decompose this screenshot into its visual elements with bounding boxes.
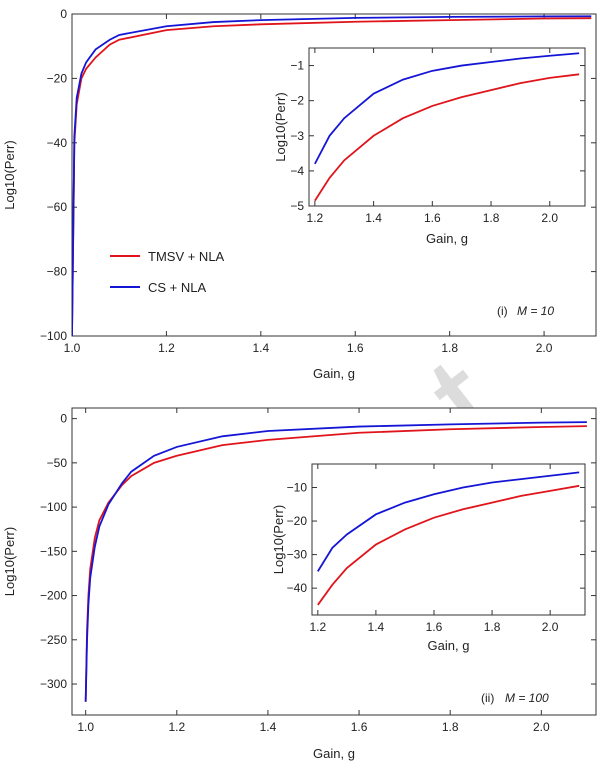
y-tick-label: −20 — [47, 71, 68, 85]
y-axis-label: Log10(Perr) — [2, 527, 17, 596]
x-tick-label: 1.2 — [158, 341, 175, 355]
panel-param-ii: M = 100 — [505, 691, 549, 705]
legend: TMSV + NLA CS + NLA — [110, 249, 225, 295]
x-tick-label: 1.2 — [309, 620, 326, 634]
x-tick-label: 1.8 — [441, 341, 458, 355]
y-axis-label: Log10(Perr) — [2, 140, 17, 209]
x-tick-label: 2.0 — [533, 720, 550, 734]
y-tick-label: −200 — [40, 589, 67, 603]
y-tick-label: 0 — [60, 412, 67, 426]
panel-param-i: M = 10 — [517, 304, 554, 318]
y-tick-label: −100 — [40, 500, 67, 514]
y-tick-label: −30 — [287, 548, 308, 562]
series-line-cs — [72, 15, 592, 336]
y-tick-label: −60 — [47, 200, 68, 214]
y-tick-label: −1 — [290, 59, 304, 73]
y-tick-label: −80 — [47, 265, 68, 279]
x-axis-label: Gain, g — [426, 231, 468, 246]
y-tick-label: −4 — [290, 164, 304, 178]
series-line-tmsv — [317, 484, 580, 606]
y-tick-label: −2 — [290, 94, 304, 108]
y-tick-label: 0 — [60, 7, 67, 21]
y-tick-label: −250 — [40, 633, 67, 647]
legend-label-cs: CS + NLA — [148, 280, 206, 295]
x-tick-label: 1.8 — [484, 620, 501, 634]
y-tick-label: −5 — [290, 199, 304, 213]
x-tick-label: 2.0 — [542, 620, 559, 634]
plot-frame — [308, 47, 586, 207]
x-tick-label: 1.0 — [77, 720, 94, 734]
series-line-tmsv — [314, 73, 580, 202]
series-line-tmsv — [72, 17, 592, 336]
y-axis-label: Log10(Perr) — [273, 92, 288, 161]
x-tick-label: 1.6 — [426, 620, 443, 634]
x-axis-label: Gain, g — [313, 746, 355, 761]
panel-label-i: (i) — [497, 304, 508, 318]
x-tick-label: 1.8 — [442, 720, 459, 734]
y-tick-label: −10 — [287, 480, 308, 494]
plot-frame — [311, 463, 586, 616]
y-tick-label: −100 — [40, 329, 67, 343]
x-axis-label: Gain, g — [428, 638, 470, 653]
y-tick-label: −300 — [40, 677, 67, 691]
chart-bottom-inset: 1.2 1.4 1.6 1.8 2.0 −10 −20 −30 −40 Gain, g Log10(… — [271, 463, 586, 653]
x-tick-label: 1.4 — [260, 720, 277, 734]
x-tick-label: 1.4 — [252, 341, 269, 355]
y-tick-label: −40 — [47, 136, 68, 150]
x-tick-label: 1.4 — [365, 211, 382, 225]
x-tick-label: 2.0 — [536, 341, 553, 355]
x-tick-label: 1.6 — [351, 720, 368, 734]
y-tick-label: −50 — [47, 456, 68, 470]
x-tick-label: 1.8 — [483, 211, 500, 225]
y-tick-label: −150 — [40, 544, 67, 558]
series-line-cs — [314, 52, 580, 165]
legend-label-tmsv: TMSV + NLA — [148, 249, 225, 264]
x-axis-label: Gain, g — [313, 366, 355, 381]
x-tick-label: 1.0 — [64, 341, 81, 355]
x-tick-label: 1.6 — [347, 341, 364, 355]
x-tick-label: 2.0 — [541, 211, 558, 225]
x-tick-label: 1.4 — [368, 620, 385, 634]
chart-top-inset: 1.2 1.4 1.6 1.8 2.0 −1 −2 −3 −4 −5 Gain, g Log10(Pe… — [273, 47, 586, 246]
x-tick-label: 1.2 — [168, 720, 185, 734]
x-tick-label: 1.2 — [307, 211, 324, 225]
y-tick-label: −20 — [287, 514, 308, 528]
y-tick-label: −40 — [287, 581, 308, 595]
y-tick-label: −3 — [290, 129, 304, 143]
series-line-cs — [317, 471, 580, 572]
series-line-cs — [84, 421, 587, 702]
y-axis-label: Log10(Perr) — [271, 505, 286, 574]
x-tick-label: 1.6 — [424, 211, 441, 225]
panel-label-ii: (ii) — [481, 691, 494, 705]
